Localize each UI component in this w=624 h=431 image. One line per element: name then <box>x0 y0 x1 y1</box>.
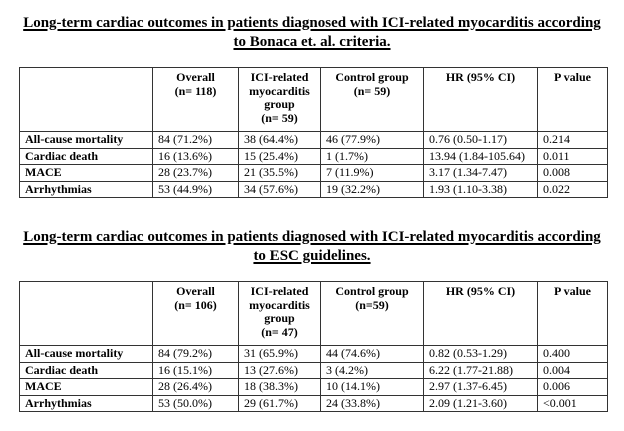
cell-pvalue: 0.400 <box>537 345 608 363</box>
cell-control: 24 (33.8%) <box>320 394 424 412</box>
cell-control: 10 (14.1%) <box>320 378 424 396</box>
cell-control: 1 (1.7%) <box>320 147 424 165</box>
header-cell-empty <box>19 67 153 132</box>
row-label: Cardiac death <box>19 361 153 379</box>
table2-title-line1: Long-term cardiac outcomes in patients d… <box>23 229 601 245</box>
cell-ici: 21 (35.5%) <box>238 164 321 182</box>
header-cell-control-group: Control group (n= 59) <box>320 67 424 132</box>
table-row-arrhythmias: Arrhythmias 53 (44.9%) 34 (57.6%) 19 (32… <box>19 180 608 198</box>
cell-ici: 38 (64.4%) <box>238 131 321 149</box>
cell-overall: 28 (23.7%) <box>152 164 239 182</box>
header-cell-pvalue: P value <box>537 67 608 132</box>
cell-overall: 16 (13.6%) <box>152 147 239 165</box>
cell-hr: 1.93 (1.10-3.38) <box>423 180 538 198</box>
row-label: Arrhythmias <box>19 180 153 198</box>
header-cell-overall: Overall (n= 106) <box>152 281 239 346</box>
cell-hr: 2.97 (1.37-6.45) <box>423 378 538 396</box>
cell-pvalue: 0.022 <box>537 180 608 198</box>
cell-overall: 84 (79.2%) <box>152 345 239 363</box>
table-row-all-cause-mortality: All-cause mortality 84 (71.2%) 38 (64.4%… <box>19 131 608 149</box>
cell-overall: 53 (50.0%) <box>152 394 239 412</box>
cell-pvalue: 0.004 <box>537 361 608 379</box>
table-row-arrhythmias: Arrhythmias 53 (50.0%) 29 (61.7%) 24 (33… <box>19 394 608 412</box>
row-label: MACE <box>19 164 153 182</box>
cell-overall: 28 (26.4%) <box>152 378 239 396</box>
header-cell-pvalue: P value <box>537 281 608 346</box>
cell-ici: 15 (25.4%) <box>238 147 321 165</box>
cell-ici: 18 (38.3%) <box>238 378 321 396</box>
cell-control: 44 (74.6%) <box>320 345 424 363</box>
row-label: Arrhythmias <box>19 394 153 412</box>
header-cell-hr: HR (95% CI) <box>423 281 538 346</box>
header-cell-hr: HR (95% CI) <box>423 67 538 132</box>
row-label: All-cause mortality <box>19 345 153 363</box>
esc-outcomes-table: Overall (n= 106) ICI-related myocarditis… <box>19 281 608 412</box>
cell-hr: 3.17 (1.34-7.47) <box>423 164 538 182</box>
cell-overall: 16 (15.1%) <box>152 361 239 379</box>
table-header-row: Overall (n= 106) ICI-related myocarditis… <box>19 281 608 346</box>
cell-pvalue: <0.001 <box>537 394 608 412</box>
table2-title-line2: to ESC guidelines. <box>253 248 371 264</box>
row-label: MACE <box>19 378 153 396</box>
table-header-row: Overall (n= 118) ICI-related myocarditis… <box>19 67 608 132</box>
cell-pvalue: 0.011 <box>537 147 608 165</box>
cell-ici: 13 (27.6%) <box>238 361 321 379</box>
header-cell-empty <box>19 281 153 346</box>
header-cell-ici-group: ICI-related myocarditis group (n= 59) <box>238 67 321 132</box>
cell-hr: 2.09 (1.21-3.60) <box>423 394 538 412</box>
cell-ici: 31 (65.9%) <box>238 345 321 363</box>
header-cell-ici-group: ICI-related myocarditis group (n= 47) <box>238 281 321 346</box>
cell-hr: 0.76 (0.50-1.17) <box>423 131 538 149</box>
table-row-all-cause-mortality: All-cause mortality 84 (79.2%) 31 (65.9%… <box>19 345 608 363</box>
row-label: All-cause mortality <box>19 131 153 149</box>
cell-hr: 6.22 (1.77-21.88) <box>423 361 538 379</box>
cell-ici: 29 (61.7%) <box>238 394 321 412</box>
header-cell-control-group: Control group (n=59) <box>320 281 424 346</box>
cell-overall: 53 (44.9%) <box>152 180 239 198</box>
cell-pvalue: 0.006 <box>537 378 608 396</box>
table1-title: Long-term cardiac outcomes in patients d… <box>0 14 624 52</box>
cell-control: 46 (77.9%) <box>320 131 424 149</box>
table-row-cardiac-death: Cardiac death 16 (15.1%) 13 (27.6%) 3 (4… <box>19 361 608 379</box>
row-label: Cardiac death <box>19 147 153 165</box>
table-row-mace: MACE 28 (23.7%) 21 (35.5%) 7 (11.9%) 3.1… <box>19 164 608 182</box>
cell-pvalue: 0.008 <box>537 164 608 182</box>
cell-ici: 34 (57.6%) <box>238 180 321 198</box>
table-row-cardiac-death: Cardiac death 16 (13.6%) 15 (25.4%) 1 (1… <box>19 147 608 165</box>
bonaca-outcomes-table: Overall (n= 118) ICI-related myocarditis… <box>19 67 608 198</box>
cell-control: 19 (32.2%) <box>320 180 424 198</box>
table1-title-line1: Long-term cardiac outcomes in patients d… <box>23 15 601 31</box>
cell-hr: 13.94 (1.84-105.64) <box>423 147 538 165</box>
table-row-mace: MACE 28 (26.4%) 18 (38.3%) 10 (14.1%) 2.… <box>19 378 608 396</box>
table1-title-line2: to Bonaca et. al. criteria. <box>233 34 391 50</box>
cell-hr: 0.82 (0.53-1.29) <box>423 345 538 363</box>
document-page: Long-term cardiac outcomes in patients d… <box>0 14 624 412</box>
cell-overall: 84 (71.2%) <box>152 131 239 149</box>
cell-control: 7 (11.9%) <box>320 164 424 182</box>
header-cell-overall: Overall (n= 118) <box>152 67 239 132</box>
cell-control: 3 (4.2%) <box>320 361 424 379</box>
cell-pvalue: 0.214 <box>537 131 608 149</box>
table2-title: Long-term cardiac outcomes in patients d… <box>0 228 624 266</box>
